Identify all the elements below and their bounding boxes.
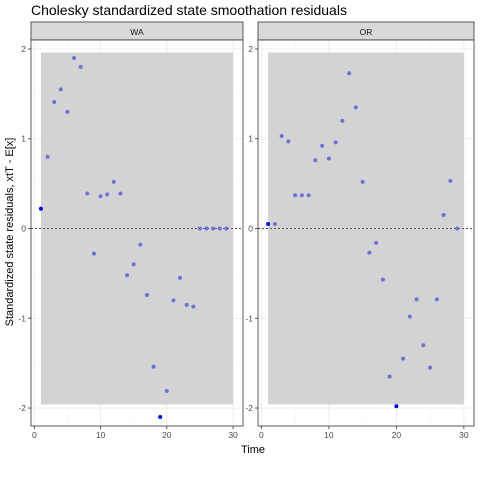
facet-strip-label-wa: WA <box>130 27 144 37</box>
data-point <box>78 64 83 69</box>
x-tick-label: 30 <box>228 430 238 440</box>
y-tick-label: -2 <box>18 403 26 413</box>
y-tick-label: -1 <box>245 313 253 323</box>
data-point <box>326 156 331 161</box>
data-point <box>360 179 365 184</box>
data-point <box>374 240 379 245</box>
data-point <box>387 374 392 379</box>
data-point-highlight <box>38 206 43 211</box>
data-point <box>347 71 352 76</box>
y-tick-label: -2 <box>245 403 253 413</box>
data-point <box>72 55 77 60</box>
data-point <box>306 193 311 198</box>
y-tick-label: 2 <box>21 44 26 54</box>
data-point <box>455 226 460 231</box>
data-point <box>340 118 345 123</box>
data-point <box>428 365 433 370</box>
x-axis-label: Time <box>241 444 265 456</box>
x-tick-label: 0 <box>32 430 37 440</box>
x-tick-label: 10 <box>96 430 106 440</box>
y-tick-label: 0 <box>248 224 253 234</box>
data-point <box>279 134 284 139</box>
data-point <box>421 343 426 348</box>
y-axis-label: Standardized state residuals, xtT - E[x] <box>4 138 16 327</box>
data-point <box>367 250 372 255</box>
data-point <box>353 105 358 110</box>
data-point <box>52 99 57 104</box>
data-point <box>171 298 176 303</box>
data-point <box>138 242 143 247</box>
data-point <box>131 262 136 267</box>
data-point <box>380 277 385 282</box>
y-tick-label: -1 <box>18 313 26 323</box>
data-point <box>217 226 222 231</box>
data-point <box>184 302 189 307</box>
data-point <box>118 191 123 196</box>
data-point <box>401 356 406 361</box>
data-point <box>448 178 453 183</box>
x-tick-label: 20 <box>162 430 172 440</box>
data-point <box>313 158 318 163</box>
data-point <box>299 193 304 198</box>
data-point <box>272 222 277 227</box>
data-point-highlight <box>394 404 399 409</box>
data-point <box>407 314 412 319</box>
data-point <box>434 297 439 302</box>
data-point <box>164 388 169 393</box>
data-point <box>191 304 196 309</box>
y-tick-label: 2 <box>248 44 253 54</box>
x-tick-label: 20 <box>392 430 402 440</box>
data-point <box>111 179 116 184</box>
data-point <box>441 213 446 218</box>
data-point <box>204 226 209 231</box>
data-point <box>58 87 63 92</box>
data-point <box>45 154 50 159</box>
data-point <box>151 364 156 369</box>
data-point <box>293 193 298 198</box>
data-point <box>85 191 90 196</box>
data-point <box>144 292 149 297</box>
data-point-highlight <box>266 222 271 227</box>
data-point <box>197 226 202 231</box>
data-point <box>414 297 419 302</box>
x-tick-label: 0 <box>259 430 264 440</box>
data-point <box>320 143 325 148</box>
data-point <box>224 226 229 231</box>
data-point-highlight <box>158 415 163 420</box>
y-tick-label: 0 <box>21 224 26 234</box>
data-point <box>91 251 96 256</box>
data-point <box>98 194 103 199</box>
data-point <box>333 140 338 145</box>
data-point <box>286 139 291 144</box>
chart-title: Cholesky standardized state smoothation … <box>31 2 347 18</box>
y-tick-label: 1 <box>21 134 26 144</box>
panel-border-wa <box>30 39 244 427</box>
data-point <box>178 275 183 280</box>
data-point <box>65 109 70 114</box>
data-point <box>211 226 216 231</box>
y-tick-label: 1 <box>248 134 253 144</box>
panel-border-or <box>257 39 475 427</box>
data-point <box>105 192 110 197</box>
data-point <box>125 273 130 278</box>
facet-strip-label-or: OR <box>360 27 373 37</box>
x-tick-label: 10 <box>324 430 334 440</box>
x-tick-label: 30 <box>459 430 469 440</box>
